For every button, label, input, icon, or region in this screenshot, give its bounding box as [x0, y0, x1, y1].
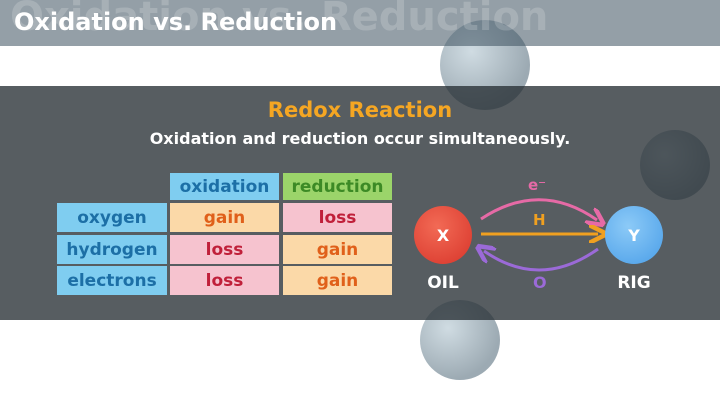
electron-arrow: [480, 198, 597, 220]
hydrogen-label: H: [533, 211, 546, 229]
electron-label: e⁻: [528, 176, 547, 194]
table-cell: gain: [170, 203, 279, 232]
header: Oxidation vs. Reduction Oxidation vs. Re…: [0, 0, 720, 46]
x-atom: X: [414, 206, 472, 264]
row-header: oxygen: [57, 203, 167, 232]
table-cell: loss: [170, 266, 279, 295]
column-header: reduction: [283, 173, 392, 200]
oxygen-label: O: [533, 273, 547, 292]
table-cell: gain: [283, 266, 392, 295]
oxygen-arrow: [484, 249, 599, 272]
section-heading: Redox Reaction: [267, 98, 453, 122]
row-header: hydrogen: [57, 235, 167, 264]
table-cell: gain: [283, 235, 392, 264]
section-subtitle: Oxidation and reduction occur simultaneo…: [149, 129, 571, 148]
title-watermark: Oxidation vs. Reduction: [10, 0, 549, 40]
brand-logo: Tutors.com: [564, 366, 702, 391]
table-cell: loss: [283, 203, 392, 232]
rig-label: RIG: [617, 273, 651, 293]
page-title: Oxidation vs. Reduction: [14, 8, 338, 36]
y-atom: Y: [605, 206, 663, 264]
table-cell: loss: [170, 235, 279, 264]
oil-label: OIL: [427, 273, 459, 293]
column-header: oxidation: [170, 173, 279, 200]
row-header: electrons: [57, 266, 167, 295]
